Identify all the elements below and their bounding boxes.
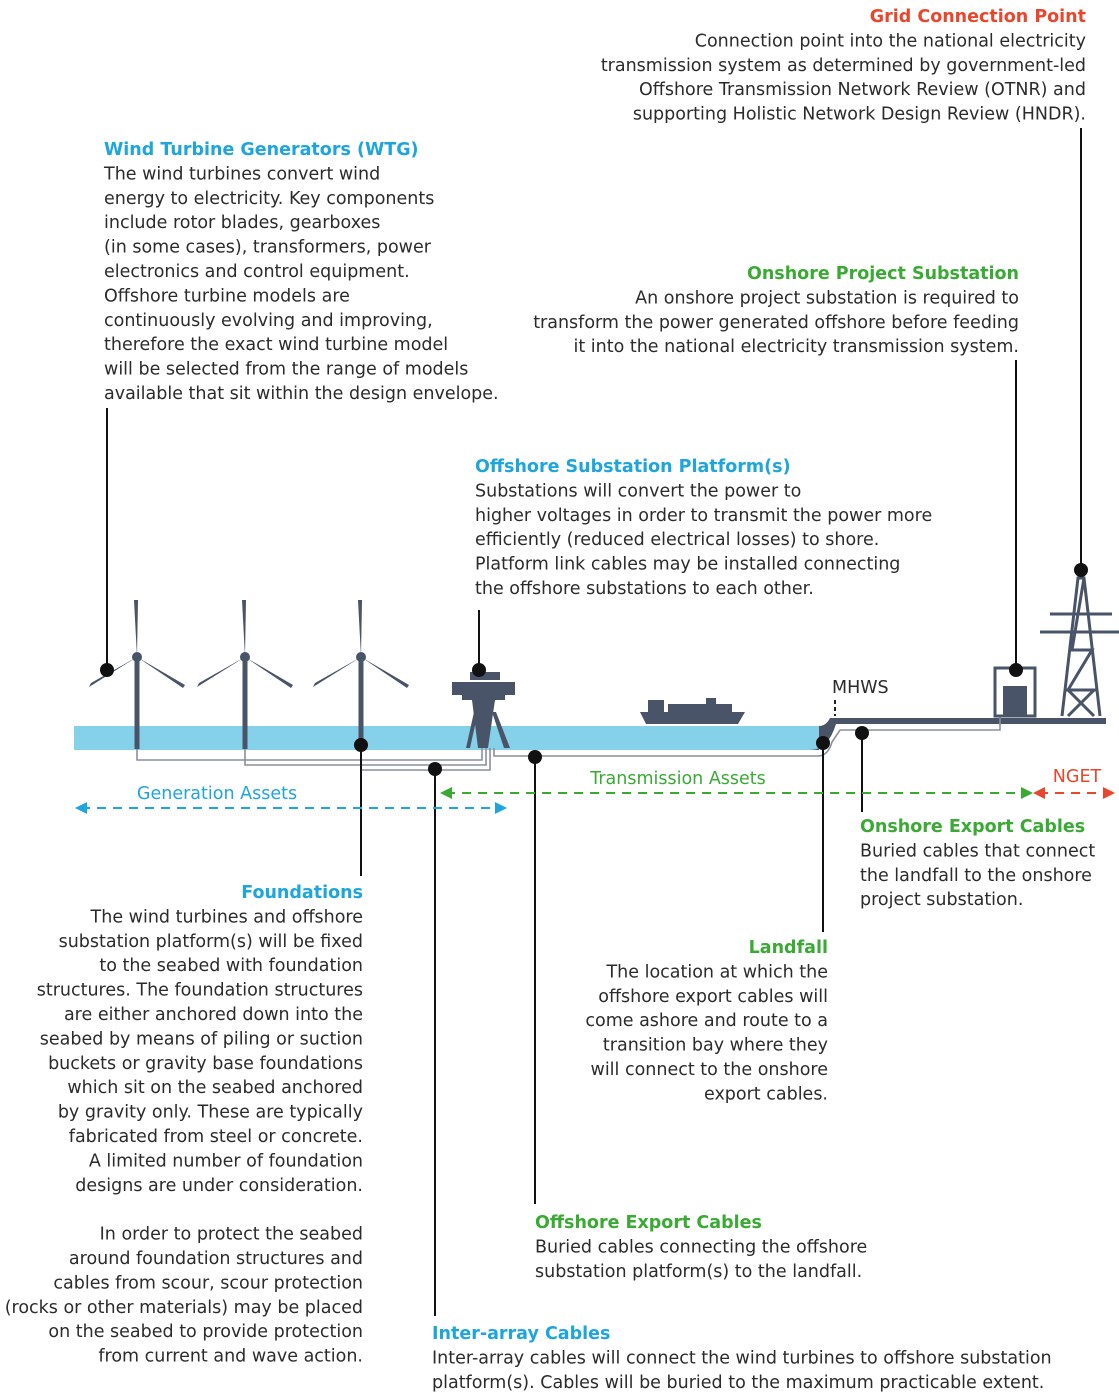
- annotation-text: the offshore substations to each other.: [475, 579, 814, 599]
- annotation-text: seabed by means of piling or suction: [40, 1029, 363, 1049]
- annotation-title: Offshore Substation Platform(s): [475, 457, 791, 477]
- arrow-head: [440, 787, 452, 799]
- transformer: [1003, 686, 1027, 716]
- annotation-title: Landfall: [749, 938, 828, 958]
- annotation-text: substation platform(s) to the landfall.: [535, 1262, 862, 1282]
- annotation-text: project substation.: [860, 890, 1023, 910]
- annotation-text: by gravity only. These are typically: [58, 1103, 363, 1123]
- cable: [245, 748, 486, 765]
- annotation-text: are either anchored down into the: [64, 1005, 363, 1025]
- annotation-text: will be selected from the range of model…: [104, 360, 468, 380]
- annotation-text: Buried cables connecting the offshore: [535, 1237, 867, 1257]
- leader-dot: [100, 663, 114, 677]
- leader-dot: [354, 738, 368, 752]
- annotation-text: on the seabed to provide protection: [48, 1322, 363, 1342]
- annotation-text: substation platform(s) will be fixed: [59, 932, 363, 952]
- annotation-text: will connect to the onshore: [591, 1060, 829, 1080]
- cable: [361, 748, 490, 770]
- annotation-text: (rocks or other materials) may be placed: [5, 1298, 363, 1318]
- annotation-title: Onshore Export Cables: [860, 817, 1085, 837]
- leader-dot: [816, 736, 830, 750]
- annotation-text: the landfall to the onshore: [860, 866, 1092, 886]
- annotation-text: transform the power generated offshore b…: [533, 313, 1019, 333]
- shoreline: [810, 718, 1106, 750]
- turbine-hub: [356, 652, 366, 662]
- ship: [640, 698, 745, 724]
- annotation-text: Substations will convert the power to: [475, 481, 801, 501]
- annotation-text: from current and wave action.: [98, 1347, 363, 1367]
- annotation-text: The wind turbines convert wind: [103, 164, 380, 184]
- annotation-text: transition bay where they: [603, 1036, 828, 1056]
- annotation-title: Onshore Project Substation: [747, 264, 1019, 284]
- annotation-text: energy to electricity. Key components: [104, 189, 434, 209]
- annotation-text: which sit on the seabed anchored: [67, 1078, 363, 1098]
- turbine-hub: [240, 652, 250, 662]
- annotation-text: Buried cables that connect: [860, 841, 1095, 861]
- annotation-title: Offshore Export Cables: [535, 1213, 762, 1233]
- annotation-title: Grid Connection Point: [870, 7, 1086, 27]
- range-label: Generation Assets: [137, 784, 297, 804]
- leader-dot: [528, 750, 542, 764]
- leader-dot: [472, 663, 486, 677]
- annotation-text: Inter-array cables will connect the wind…: [432, 1348, 1052, 1368]
- turbine-tower: [359, 657, 364, 749]
- annotation-text: An onshore project substation is require…: [635, 288, 1019, 308]
- turbine-tower: [135, 657, 140, 749]
- leader-dot: [428, 762, 442, 776]
- arrow-head: [75, 802, 87, 814]
- annotation-title: Foundations: [241, 883, 363, 903]
- diagram: Generation Assets Transmission Assets NGET…: [0, 0, 1119, 1394]
- annotation-text: Offshore Transmission Network Review (OT…: [639, 80, 1086, 100]
- arrow-head: [1033, 787, 1045, 799]
- annotation-text: offshore export cables will: [598, 987, 828, 1007]
- range-label: NGET: [1053, 767, 1102, 787]
- annotation-text: continuously evolving and improving,: [104, 311, 433, 331]
- annotation-text: Offshore turbine models are: [104, 286, 350, 306]
- leader-dot: [855, 726, 869, 740]
- annotation-title: Wind Turbine Generators (WTG): [104, 140, 419, 160]
- annotation-text: platform(s). Cables will be buried to th…: [432, 1373, 1044, 1393]
- annotation-text: efficiently (reduced electrical losses) …: [475, 530, 879, 550]
- annotation-text: The wind turbines and offshore: [90, 907, 363, 927]
- annotation-text: Connection point into the national elect…: [695, 31, 1086, 51]
- annotation-text: In order to protect the seabed: [100, 1225, 363, 1245]
- annotation-text: structures. The foundation structures: [37, 981, 363, 1001]
- mhws-label: MHWS: [832, 678, 889, 698]
- leader-dot: [1009, 663, 1023, 677]
- annotation-text: transmission system as determined by gov…: [601, 56, 1086, 76]
- pylon: [1040, 578, 1119, 716]
- annotation-text: The location at which the: [605, 962, 828, 982]
- annotation-text: fabricated from steel or concrete.: [69, 1127, 363, 1147]
- annotation-text: it into the national electricity transmi…: [573, 337, 1019, 357]
- annotation-text: available that sit within the design env…: [104, 384, 499, 404]
- annotation-text: buckets or gravity base foundations: [48, 1054, 363, 1074]
- annotation-text: include rotor blades, gearboxes: [104, 213, 380, 233]
- annotation-text: around foundation structures and: [69, 1249, 363, 1269]
- annotation-text: A limited number of foundation: [89, 1151, 363, 1171]
- arrow-head: [1021, 787, 1033, 799]
- sea: [74, 726, 819, 750]
- turbine-tower: [243, 657, 248, 749]
- range-label: Transmission Assets: [589, 769, 766, 789]
- leader-dot: [1074, 563, 1088, 577]
- annotation-text: Platform link cables may be installed co…: [475, 555, 900, 575]
- annotation-text: higher voltages in order to transmit the…: [475, 506, 932, 526]
- turbine-hub: [132, 652, 142, 662]
- annotation-text: electronics and control equipment.: [104, 262, 410, 282]
- arrow-head: [495, 802, 507, 814]
- annotation-text: (in some cases), transformers, power: [104, 238, 432, 258]
- annotation-text: therefore the exact wind turbine model: [104, 335, 448, 355]
- annotation-text: cables from scour, scour protection: [53, 1273, 363, 1293]
- annotation-text: designs are under consideration.: [75, 1176, 363, 1196]
- annotation-text: supporting Holistic Network Design Revie…: [633, 105, 1086, 125]
- annotation-text: to the seabed with foundation: [99, 956, 363, 976]
- arrow-head: [1103, 787, 1115, 799]
- annotation-text: come ashore and route to a: [585, 1011, 828, 1031]
- annotation-title: Inter-array Cables: [432, 1324, 610, 1344]
- annotation-text: export cables.: [704, 1084, 828, 1104]
